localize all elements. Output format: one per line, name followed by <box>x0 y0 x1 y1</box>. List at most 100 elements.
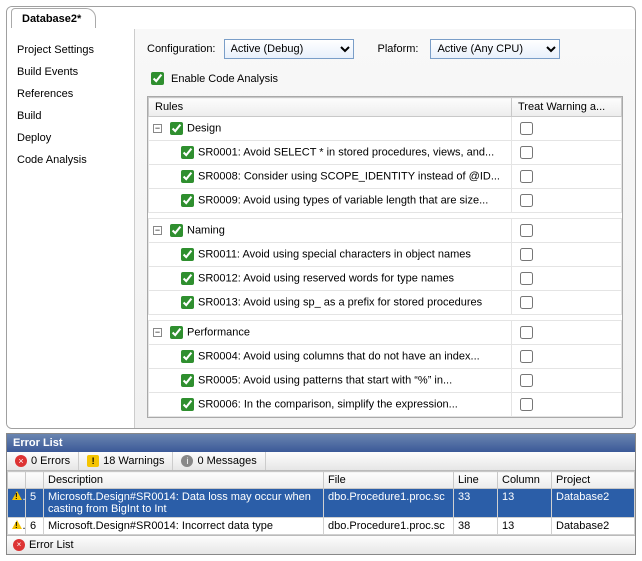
sidebar-item-deploy[interactable]: Deploy <box>13 127 128 149</box>
errlist-col-line[interactable]: Line <box>454 472 498 489</box>
treat-warning-checkbox[interactable] <box>520 398 533 411</box>
rule-item[interactable]: SR0005: Avoid using patterns that start … <box>149 369 512 393</box>
warnings-filter[interactable]: 18 Warnings <box>79 452 173 470</box>
rule-group[interactable]: − Design <box>149 117 512 141</box>
sidebar-item-build-events[interactable]: Build Events <box>13 61 128 83</box>
errlist-col-number[interactable] <box>26 472 44 489</box>
treat-warning-checkbox[interactable] <box>520 374 533 387</box>
rule-group-label: Naming <box>187 224 225 236</box>
treat-warning-checkbox[interactable] <box>520 326 533 339</box>
errors-count-label: 0 Errors <box>31 455 70 467</box>
rule-item[interactable]: SR0009: Avoid using types of variable le… <box>149 189 512 213</box>
treat-warning-header[interactable]: Treat Warning a... <box>512 98 622 117</box>
error-row[interactable]: 5Microsoft.Design#SR0014: Data loss may … <box>8 489 635 518</box>
error-project: Database2 <box>552 518 635 535</box>
treat-cell[interactable] <box>512 243 622 267</box>
rule-checkbox[interactable] <box>181 350 194 363</box>
rule-checkbox[interactable] <box>181 296 194 309</box>
errlist-col-file[interactable]: File <box>324 472 454 489</box>
error-row[interactable]: 6Microsoft.Design#SR0014: Incorrect data… <box>8 518 635 535</box>
collapse-icon[interactable]: − <box>153 124 162 133</box>
treat-cell[interactable] <box>512 189 622 213</box>
treat-cell[interactable] <box>512 267 622 291</box>
rule-checkbox[interactable] <box>181 146 194 159</box>
errlist-col-description[interactable]: Description <box>44 472 324 489</box>
treat-cell[interactable] <box>512 321 622 345</box>
rule-group-label: Performance <box>187 326 250 338</box>
rule-checkbox[interactable] <box>181 398 194 411</box>
warning-icon <box>12 491 22 500</box>
errlist-col-project[interactable]: Project <box>552 472 635 489</box>
rule-label: SR0006: In the comparison, simplify the … <box>198 398 458 410</box>
sidebar-item-build[interactable]: Build <box>13 105 128 127</box>
treat-warning-checkbox[interactable] <box>520 122 533 135</box>
rule-checkbox[interactable] <box>181 248 194 261</box>
rule-group[interactable]: − Performance <box>149 321 512 345</box>
enable-code-analysis-checkbox[interactable] <box>151 72 164 85</box>
treat-cell[interactable] <box>512 219 622 243</box>
rule-group-label: Design <box>187 122 221 134</box>
treat-cell[interactable] <box>512 393 622 417</box>
code-analysis-panel: Configuration: Active (Debug) Plaform: A… <box>135 29 635 428</box>
rule-group[interactable]: − Naming <box>149 219 512 243</box>
rule-checkbox[interactable] <box>181 374 194 387</box>
rule-label: SR0012: Avoid using reserved words for t… <box>198 272 454 284</box>
message-icon: i <box>181 455 193 467</box>
error-icon: × <box>13 539 25 551</box>
treat-warning-checkbox[interactable] <box>520 350 533 363</box>
rule-checkbox[interactable] <box>181 272 194 285</box>
messages-count-label: 0 Messages <box>197 455 256 467</box>
sidebar-item-project-settings[interactable]: Project Settings <box>13 39 128 61</box>
rule-label: SR0004: Avoid using columns that do not … <box>198 350 480 362</box>
rule-item[interactable]: SR0011: Avoid using special characters i… <box>149 243 512 267</box>
errlist-col-icon[interactable] <box>8 472 26 489</box>
treat-cell[interactable] <box>512 291 622 315</box>
treat-warning-checkbox[interactable] <box>520 272 533 285</box>
treat-warning-checkbox[interactable] <box>520 170 533 183</box>
configuration-label: Configuration: <box>147 43 216 55</box>
error-list-bottom-tab[interactable]: × Error List <box>7 535 635 554</box>
settings-sidebar: Project Settings Build Events References… <box>7 29 135 428</box>
treat-warning-checkbox[interactable] <box>520 146 533 159</box>
collapse-icon[interactable]: − <box>153 226 162 235</box>
rule-checkbox[interactable] <box>181 194 194 207</box>
rule-group-checkbox[interactable] <box>170 224 183 237</box>
error-column: 13 <box>498 489 552 518</box>
collapse-icon[interactable]: − <box>153 328 162 337</box>
errlist-col-column[interactable]: Column <box>498 472 552 489</box>
rule-group-checkbox[interactable] <box>170 122 183 135</box>
sidebar-item-code-analysis[interactable]: Code Analysis <box>13 149 128 171</box>
rule-label: SR0005: Avoid using patterns that start … <box>198 374 452 386</box>
rule-group-checkbox[interactable] <box>170 326 183 339</box>
treat-warning-checkbox[interactable] <box>520 194 533 207</box>
sidebar-item-references[interactable]: References <box>13 83 128 105</box>
error-icon: × <box>15 455 27 467</box>
error-list-panel: Error List × 0 Errors 18 Warnings i 0 Me… <box>6 433 636 555</box>
treat-cell[interactable] <box>512 345 622 369</box>
treat-warning-checkbox[interactable] <box>520 248 533 261</box>
rules-table: Rules Treat Warning a... − Design SR0001: … <box>147 96 623 418</box>
rule-label: SR0008: Consider using SCOPE_IDENTITY in… <box>198 170 500 182</box>
rule-checkbox[interactable] <box>181 170 194 183</box>
rule-item[interactable]: SR0008: Consider using SCOPE_IDENTITY in… <box>149 165 512 189</box>
messages-filter[interactable]: i 0 Messages <box>173 452 265 470</box>
rules-header[interactable]: Rules <box>149 98 512 117</box>
treat-cell[interactable] <box>512 165 622 189</box>
treat-cell[interactable] <box>512 117 622 141</box>
rule-item[interactable]: SR0006: In the comparison, simplify the … <box>149 393 512 417</box>
settings-window: Database2* Project Settings Build Events… <box>6 6 636 429</box>
error-number: 5 <box>26 489 44 518</box>
treat-warning-checkbox[interactable] <box>520 296 533 309</box>
treat-cell[interactable] <box>512 141 622 165</box>
configuration-select[interactable]: Active (Debug) <box>224 39 354 59</box>
treat-cell[interactable] <box>512 369 622 393</box>
rule-item[interactable]: SR0012: Avoid using reserved words for t… <box>149 267 512 291</box>
treat-warning-checkbox[interactable] <box>520 224 533 237</box>
rule-item[interactable]: SR0001: Avoid SELECT * in stored procedu… <box>149 141 512 165</box>
rule-label: SR0013: Avoid using sp_ as a prefix for … <box>198 296 482 308</box>
errors-filter[interactable]: × 0 Errors <box>7 452 79 470</box>
platform-select[interactable]: Active (Any CPU) <box>430 39 560 59</box>
rule-item[interactable]: SR0013: Avoid using sp_ as a prefix for … <box>149 291 512 315</box>
rule-item[interactable]: SR0004: Avoid using columns that do not … <box>149 345 512 369</box>
tab-database2[interactable]: Database2* <box>11 8 96 28</box>
